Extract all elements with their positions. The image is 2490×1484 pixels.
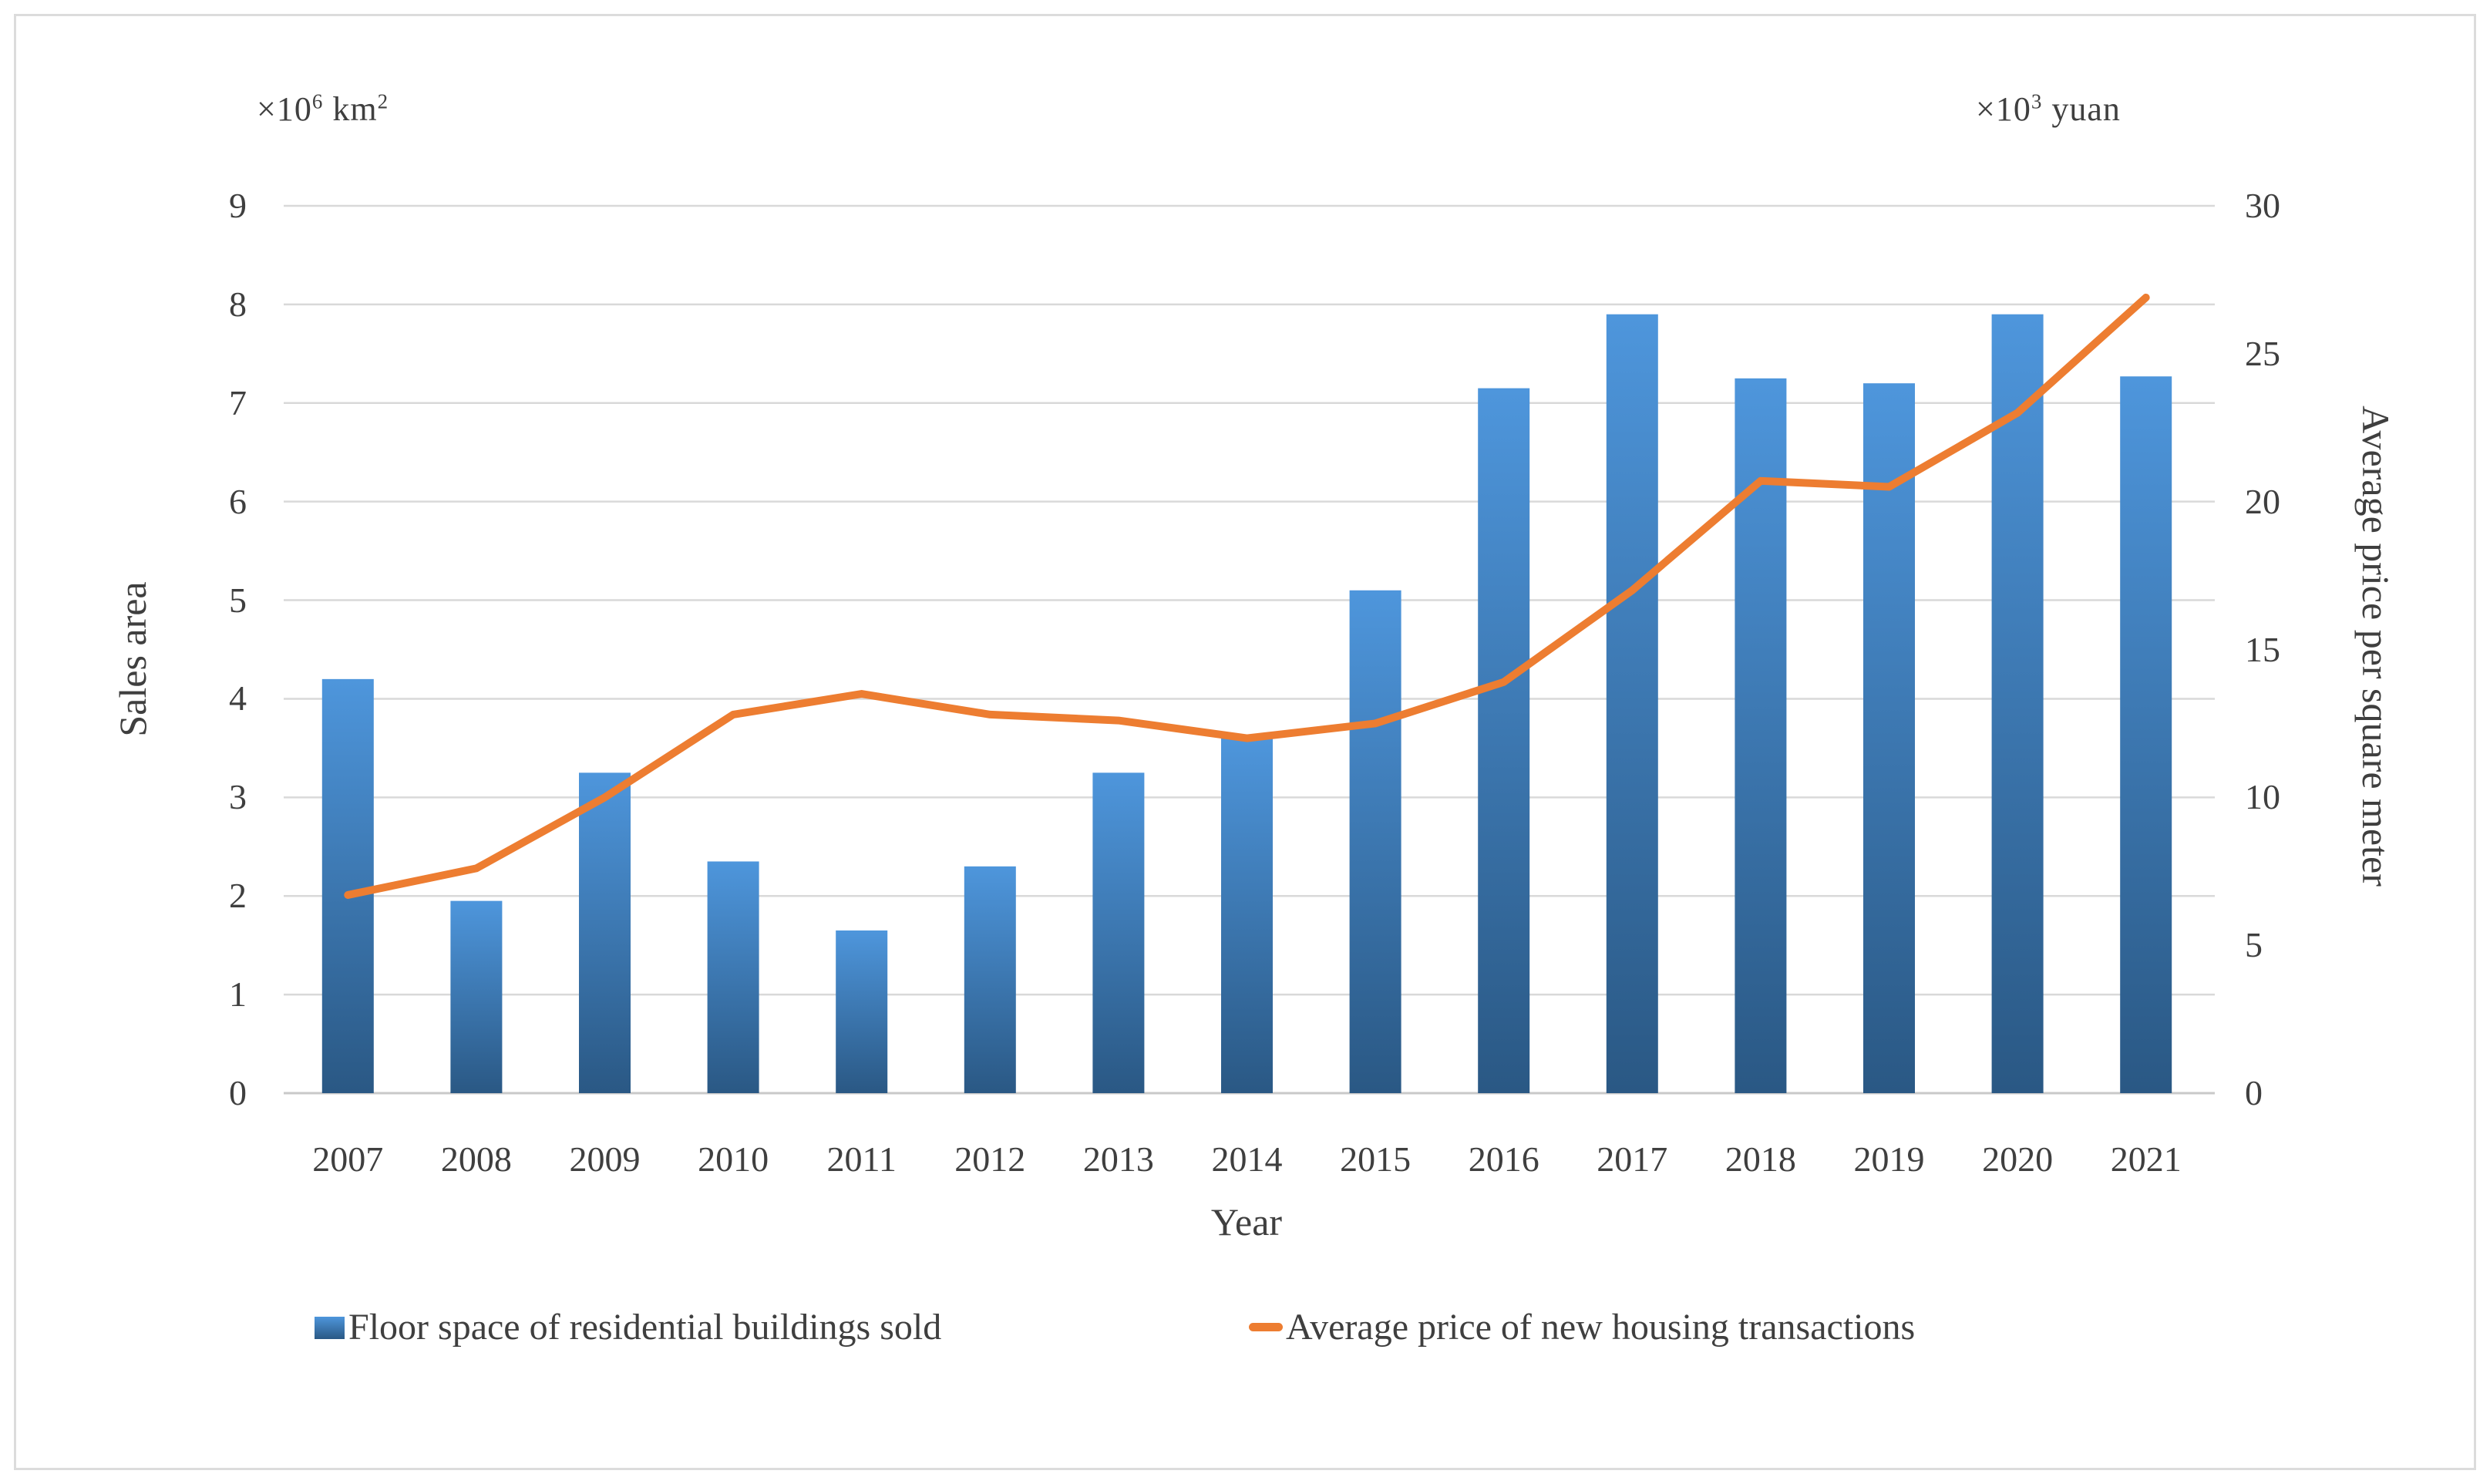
left-tick-9: 9	[229, 186, 247, 225]
left-tick-7: 7	[229, 382, 247, 422]
bar-series	[321, 314, 2172, 1094]
right-tick-20: 20	[2245, 481, 2280, 521]
left-tick-8: 8	[229, 284, 247, 324]
right-axis-unit-label: ×103 yuan	[1976, 89, 2121, 128]
bar-2008	[450, 900, 503, 1093]
right-axis-title: Average price per square meter	[2354, 405, 2397, 887]
bar-2016	[1478, 388, 1530, 1093]
right-tick-25: 25	[2245, 333, 2280, 373]
left-axis-unit-label: ×106 km2	[257, 89, 389, 128]
bar-2015	[1349, 590, 1401, 1093]
bar-2019	[1863, 383, 1915, 1093]
bar-2012	[964, 866, 1016, 1093]
right-tick-15: 15	[2245, 629, 2280, 669]
left-tick-1: 1	[229, 974, 247, 1015]
year-label-2007: 2007	[312, 1139, 384, 1179]
left-tick-2: 2	[229, 876, 247, 916]
right-tick-0: 0	[2245, 1073, 2263, 1112]
left-tick-5: 5	[229, 580, 247, 620]
line-series-swatch	[1249, 1323, 1283, 1331]
x-axis-title: Year	[1210, 1200, 1283, 1243]
bar-2009	[579, 772, 631, 1093]
year-label-2017: 2017	[1597, 1139, 1668, 1179]
bar-2017	[1606, 314, 1658, 1094]
year-label-2015: 2015	[1340, 1139, 1412, 1179]
year-label-2016: 2016	[1468, 1139, 1539, 1179]
year-label-2021: 2021	[2110, 1139, 2182, 1179]
bar-2014	[1221, 738, 1273, 1093]
year-label-2013: 2013	[1082, 1139, 1154, 1179]
year-label-2011: 2011	[826, 1139, 897, 1179]
year-label-2019: 2019	[1853, 1139, 1925, 1179]
bar-series-swatch	[315, 1317, 345, 1339]
bar-2011	[836, 930, 888, 1093]
right-tick-5: 5	[2245, 925, 2263, 965]
right-tick-30: 30	[2245, 186, 2280, 225]
bar-2007	[321, 678, 374, 1093]
bar-series-legend-label: Floor space of residential buildings sol…	[348, 1307, 942, 1348]
year-label-2010: 2010	[698, 1139, 769, 1179]
left-tick-3: 3	[229, 777, 247, 817]
line-series	[344, 293, 2150, 899]
bar-2021	[2120, 376, 2172, 1093]
left-tick-4: 4	[229, 678, 247, 718]
bar-2020	[1991, 314, 2044, 1094]
year-label-2018: 2018	[1724, 1139, 1796, 1179]
year-label-2020: 2020	[1982, 1139, 2054, 1179]
year-label-2009: 2009	[569, 1139, 641, 1179]
right-tick-10: 10	[2245, 777, 2280, 817]
line-series-legend-label: Average price of new housing transaction…	[1286, 1307, 1916, 1348]
bar-2013	[1092, 772, 1145, 1093]
year-label-2014: 2014	[1211, 1139, 1283, 1179]
left-tick-0: 0	[229, 1073, 247, 1112]
bar-2010	[707, 861, 759, 1093]
left-tick-6: 6	[229, 481, 247, 521]
year-label-2008: 2008	[440, 1139, 512, 1179]
year-label-2012: 2012	[954, 1139, 1026, 1179]
